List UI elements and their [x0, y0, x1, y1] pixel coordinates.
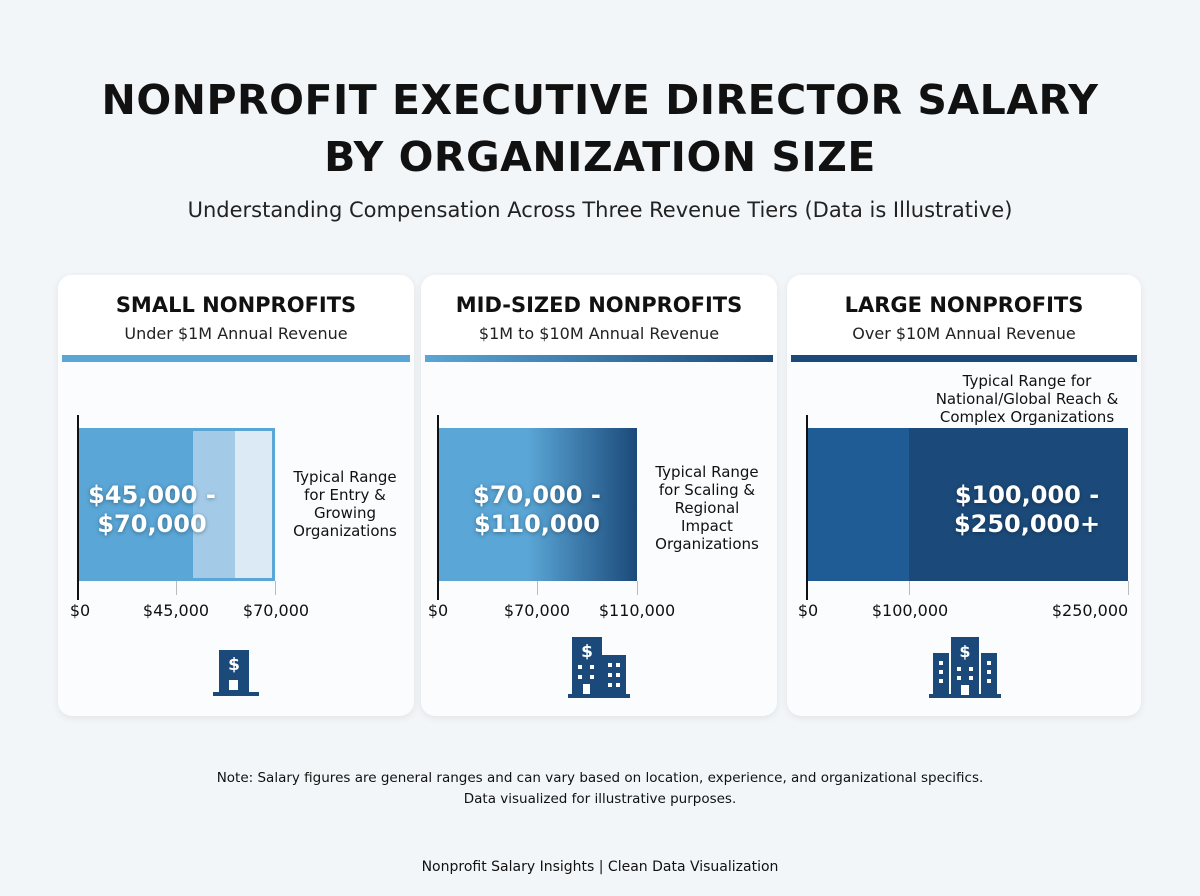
page-subtitle: Understanding Compensation Across Three …: [187, 198, 1013, 222]
y-axis-line: [806, 415, 808, 600]
description-line: Typical Range: [293, 468, 397, 486]
tick-label: $250,000: [1051, 601, 1129, 620]
description-line: for Scaling &: [658, 481, 756, 499]
note-line-1: Note: Salary figures are general ranges …: [216, 770, 984, 786]
description-line: Organizations: [655, 535, 759, 553]
card-stripe: [425, 355, 773, 362]
tick-mark: [909, 581, 910, 595]
bar-segment-range: [193, 431, 235, 578]
tick-label: $45,000: [142, 601, 210, 620]
note-line-2: Data visualized for illustrative purpose…: [463, 791, 737, 807]
y-axis-line: [437, 415, 439, 600]
card-header: [58, 275, 414, 355]
svg-text:$: $: [228, 655, 240, 675]
range-description: Typical Range for Scaling & Regional Imp…: [642, 463, 772, 553]
description-line: Organizations: [293, 522, 397, 540]
range-label-line: $250,000+: [953, 510, 1101, 538]
bar-range: [438, 428, 637, 581]
card-revenue: Under $1M Annual Revenue: [124, 324, 348, 343]
svg-text:$: $: [959, 642, 970, 661]
page-title: NONPROFIT EXECUTIVE DIRECTOR SALARY BY O…: [0, 72, 1200, 186]
range-description: Typical Range for National/Global Reach …: [927, 372, 1127, 426]
footer: Nonprofit Salary Insights | Clean Data V…: [421, 859, 779, 875]
tick-label: $70,000: [242, 601, 310, 620]
card-revenue: $1M to $10M Annual Revenue: [478, 324, 720, 343]
title-line-2: BY ORGANIZATION SIZE: [324, 133, 876, 181]
range-label: $70,000 - $110,000: [457, 481, 617, 539]
tick-mark: [537, 581, 538, 595]
description-line: Typical Range for: [962, 372, 1092, 390]
range-description: Typical Range for Entry & Growing Organi…: [280, 468, 410, 540]
description-line: Complex Organizations: [939, 408, 1115, 426]
bar-segment-base: [78, 428, 193, 581]
tick-mark: [275, 581, 276, 595]
description-line: National/Global Reach &: [935, 390, 1119, 408]
small-building-dollar-icon: $: [213, 650, 259, 696]
tick-label: $100,000: [871, 601, 949, 620]
mid-building-dollar-icon: $: [568, 637, 630, 698]
range-label-line: $70,000: [97, 510, 207, 538]
tick-label: $110,000: [598, 601, 676, 620]
card-revenue: Over $10M Annual Revenue: [852, 324, 1076, 343]
range-label-line: $100,000 -: [954, 481, 1100, 509]
card-stripe: [791, 355, 1137, 362]
svg-text:$: $: [581, 642, 593, 662]
tick-label: $0: [427, 601, 449, 620]
tick-label: $0: [797, 601, 819, 620]
card-header: [421, 275, 777, 355]
title-line-1: NONPROFIT EXECUTIVE DIRECTOR SALARY: [101, 76, 1099, 124]
card-header: [787, 275, 1141, 355]
range-label-line: $70,000 -: [473, 481, 601, 509]
description-line: Typical Range: [655, 463, 759, 481]
tick-mark: [637, 581, 638, 595]
card-title: SMALL NONPROFITS: [115, 293, 357, 317]
tick-mark: [1128, 581, 1129, 595]
tick-mark: [176, 581, 177, 595]
bar-segment-base: [807, 428, 909, 581]
card-small-nonprofits: SMALL NONPROFITS Under $1M Annual Revenu…: [58, 275, 414, 716]
y-axis-line: [77, 415, 79, 600]
range-label: $45,000 - $70,000: [82, 481, 222, 539]
note: Note: Salary figures are general ranges …: [0, 768, 1200, 810]
description-line: Regional: [674, 499, 740, 517]
description-line: for Entry &: [304, 486, 386, 504]
large-building-dollar-icon: $: [929, 637, 1001, 698]
description-line: Growing: [313, 504, 377, 522]
description-line: Impact: [681, 517, 733, 535]
tick-label: $70,000: [503, 601, 571, 620]
card-stripe: [62, 355, 410, 362]
card-title: LARGE NONPROFITS: [844, 293, 1084, 317]
range-label-line: $45,000 -: [88, 481, 216, 509]
range-label: $100,000 - $250,000+: [937, 481, 1117, 539]
card-title: MID-SIZED NONPROFITS: [455, 293, 743, 317]
tick-label: $0: [69, 601, 91, 620]
card-large-nonprofits: LARGE NONPROFITS Over $10M Annual Revenu…: [787, 275, 1141, 716]
bar-segment-range: [909, 428, 1128, 581]
range-label-line: $110,000: [473, 510, 600, 538]
card-mid-sized-nonprofits: MID-SIZED NONPROFITS $1M to $10M Annual …: [421, 275, 777, 716]
